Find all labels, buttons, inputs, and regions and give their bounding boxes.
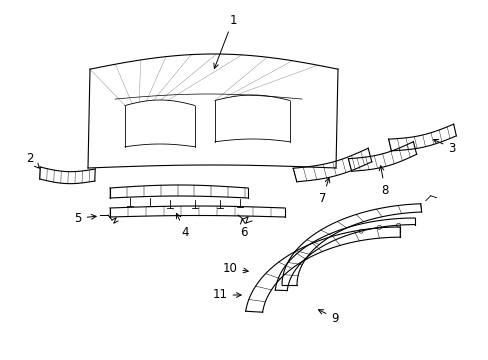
Text: 1: 1 [213,14,236,68]
Text: 11: 11 [212,288,241,302]
Text: 3: 3 [433,139,455,154]
Text: 4: 4 [176,213,188,239]
Text: 8: 8 [378,166,388,197]
Text: 7: 7 [319,178,329,204]
Text: 10: 10 [222,261,248,274]
Text: 9: 9 [318,310,338,324]
Text: 2: 2 [26,152,40,168]
Text: 5: 5 [74,212,96,225]
Text: 6: 6 [240,219,247,239]
